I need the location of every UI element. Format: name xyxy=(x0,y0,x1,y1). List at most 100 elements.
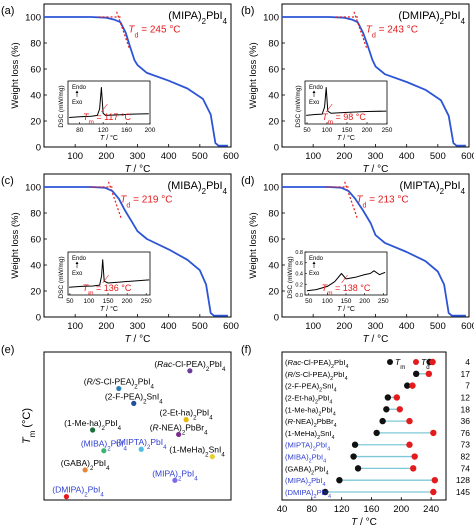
plot-frame xyxy=(43,351,232,501)
dumbbell-row: (Rac-Cl-PEA)2PbI4 4 xyxy=(285,357,470,370)
td-marker xyxy=(409,382,416,389)
y-axis-label: Weight loss (%) xyxy=(10,42,21,108)
legend-label: Td xyxy=(421,357,430,371)
x-tick-label: 400 xyxy=(161,321,177,332)
x-axis-label: T / °C xyxy=(363,334,389,345)
x-tick-label: 300 xyxy=(130,321,146,332)
tangent-slope xyxy=(107,181,123,220)
tga-curve xyxy=(44,16,228,147)
row-label: (Rac-Cl-PEA)2PbI4 xyxy=(285,358,349,370)
dsc-inset: 50 100 150 200 250 T / °C DSC (mW/mg) Endo ExoTm… xyxy=(295,80,393,142)
dumbbell-row: (DMIPA)2PbI4 145 xyxy=(285,487,470,500)
exo-label: Exo xyxy=(309,271,320,277)
td-marker xyxy=(406,441,413,448)
data-point xyxy=(176,431,182,438)
point-label: (1-Me-ha)2PbI4 xyxy=(64,418,121,432)
x-axis-label: T / °C xyxy=(125,164,151,175)
data-point xyxy=(172,477,178,483)
y-tick-label: 0 xyxy=(36,313,41,324)
x-tick-label: 100 xyxy=(305,321,321,332)
x-tick-label: 200 xyxy=(98,151,114,162)
inset-frame xyxy=(67,251,151,296)
row-label: (2-F-PEA)2SnI4 xyxy=(285,382,337,394)
y-tick-label: 40 xyxy=(268,91,279,102)
point-label: (GABA)2PbI4 xyxy=(61,458,110,472)
td-annotation: Td = 243 °C xyxy=(366,25,418,40)
inset-x-tick-label: 250 xyxy=(378,298,389,305)
tm-annotation: Tm = 138 °C xyxy=(322,283,371,297)
y-tick-label: 40 xyxy=(30,91,41,102)
inset-y-tick-label: 0.4 xyxy=(295,272,303,278)
y-tick-label: 60 xyxy=(268,65,279,76)
tm-pointer xyxy=(101,103,108,113)
legend: Tm Td xyxy=(387,357,430,371)
tga-panel-d: 100 200 300 400 500 600 0 20 40 60 80 100 (d) (MIPTA)… xyxy=(241,173,474,345)
x-tick-label: 100 xyxy=(67,321,83,332)
y-tick-label: 0 xyxy=(274,313,279,324)
td-marker xyxy=(411,453,418,460)
row-label: (R/S-Cl-PEA)2PbI4 xyxy=(285,370,348,382)
y-tick-label: 80 xyxy=(268,39,279,50)
row-label: (GABA)2PbI4 xyxy=(285,464,329,476)
data-point xyxy=(187,368,193,374)
y-tick-label: 20 xyxy=(30,287,41,298)
x-axis-label: T / °C xyxy=(363,164,389,175)
tga-curve xyxy=(282,16,466,147)
legend-marker xyxy=(413,359,419,365)
y-tick-label: 100 xyxy=(263,183,279,194)
inset-x-tick-label: 250 xyxy=(141,298,152,305)
x-tick-label: 200 xyxy=(393,504,409,515)
tm-pointer xyxy=(325,103,333,113)
inset-x-tick-label: 80 xyxy=(76,127,84,134)
tm-annotation: Tm = 117 °C xyxy=(83,112,132,126)
dumbbell-row: (MIPA)2PbI4 128 xyxy=(285,475,470,488)
row-difference: 4 xyxy=(465,357,470,367)
inset-y-tick-label: 0.6 xyxy=(295,261,303,267)
tga-panel-b: 100 200 300 400 500 600 0 20 40 60 80 100 (b) (DMIPA)… xyxy=(241,3,474,175)
y-tick-label: 60 xyxy=(30,235,41,246)
td-marker xyxy=(396,406,403,413)
x-tick-label: 120 xyxy=(334,504,350,515)
point-label: (Rac-Cl-PEA)2PbI4 xyxy=(154,359,226,373)
y-tick-label: 40 xyxy=(268,261,279,272)
x-tick-label: 600 xyxy=(223,321,239,332)
row-difference: 18 xyxy=(461,404,471,414)
inset-frame xyxy=(304,80,388,125)
row-label: (MIPTA)2PbI4 xyxy=(285,441,330,453)
row-difference: 36 xyxy=(461,416,471,426)
inset-x-tick-label: 200 xyxy=(359,298,370,305)
dumbbell-row: (2-F-PEA)2SnI4 7 xyxy=(285,381,470,394)
row-label: (1-Me-ha)2PbI4 xyxy=(285,405,336,417)
x-tick-label: 300 xyxy=(368,321,384,332)
y-tick-label: 60 xyxy=(268,235,279,246)
y-tick-label: 20 xyxy=(268,117,279,128)
y-tick-label: 20 xyxy=(268,287,279,298)
tm-marker xyxy=(351,441,359,448)
dumbbell-row: (1-Me-ha)2PbI4 18 xyxy=(285,404,470,417)
data-point xyxy=(183,417,189,423)
inset-y-label: DSC (mW/mg) xyxy=(58,85,65,127)
inset-x-label: T / °C xyxy=(337,305,355,313)
legend-label: Tm xyxy=(395,357,405,371)
inset-x-tick-label: 200 xyxy=(362,127,373,134)
x-tick-label: 300 xyxy=(130,151,146,162)
row-difference: 82 xyxy=(461,452,471,462)
dumbbell-row: (MIPTA)2PbI4 73 xyxy=(285,440,470,453)
endo-label: Endo xyxy=(309,256,324,262)
x-tick-label: 200 xyxy=(336,151,352,162)
tm-annotation: Tm = 98 °C xyxy=(322,112,366,126)
y-axis-label: Weight loss (%) xyxy=(10,212,21,278)
inset-x-tick-label: 50 xyxy=(303,127,311,134)
point-label: (R-NEA)2PbBr4 xyxy=(150,422,208,436)
td-annotation: Td = 245 °C xyxy=(128,25,180,40)
inset-x-tick-label: 250 xyxy=(382,127,393,134)
x-tick-label: 400 xyxy=(161,151,177,162)
endo-label: Endo xyxy=(309,85,324,91)
x-tick-label: 160 xyxy=(364,504,380,515)
inset-y-label: DSC (mW/mg) xyxy=(58,256,65,298)
data-point xyxy=(63,494,70,500)
tga-curve xyxy=(282,186,466,317)
panel-label: (e) xyxy=(1,344,14,356)
x-tick-label: 100 xyxy=(67,151,83,162)
plot-frame xyxy=(281,351,447,501)
